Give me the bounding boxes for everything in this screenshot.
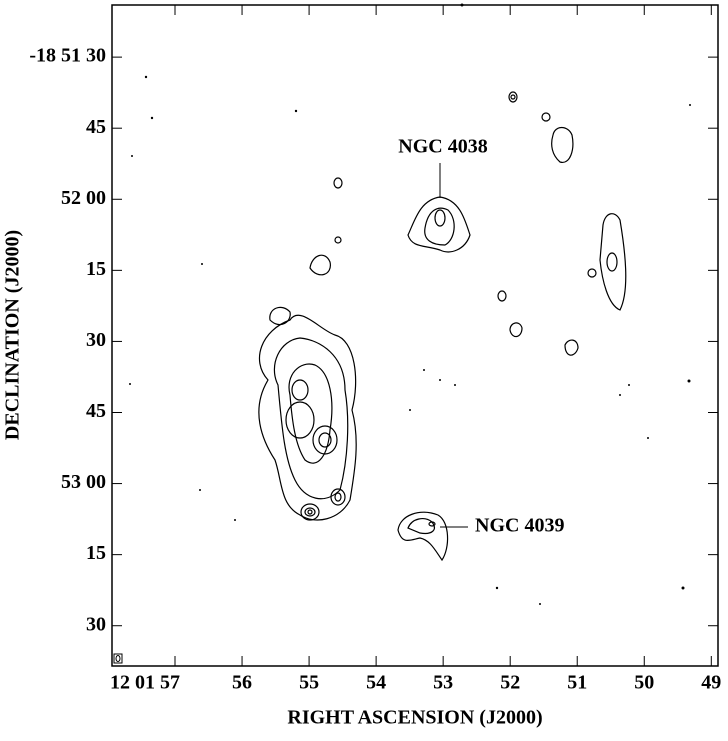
y-tick-label: 30 xyxy=(86,329,106,351)
y-tick-label: 30 xyxy=(86,613,106,635)
y-tick-label: 45 xyxy=(86,400,106,422)
y-axis-label: DECLINATION (J2000) xyxy=(2,230,24,440)
x-tick-label: 56 xyxy=(232,672,252,694)
y-tick-label: 15 xyxy=(86,542,106,564)
x-tick-label: 53 xyxy=(433,672,453,694)
noise-dots xyxy=(129,3,691,605)
y-tick-label: -18 51 30 xyxy=(29,45,106,67)
y-tick-label: 53 00 xyxy=(61,471,106,493)
x-tick-label: 49 xyxy=(701,672,721,694)
beam-box xyxy=(113,653,123,664)
x-tick-label: 50 xyxy=(634,672,654,694)
contours xyxy=(258,91,627,562)
x-tick-label: 12 01 57 xyxy=(110,672,180,694)
annotation: NGC 4039 xyxy=(475,515,564,537)
annotation: NGC 4038 xyxy=(398,136,487,158)
plot-frame xyxy=(111,4,719,667)
x-tick-label: 55 xyxy=(299,672,319,694)
y-tick-label: 45 xyxy=(86,116,106,138)
beam xyxy=(115,655,121,662)
x-axis-label: RIGHT ASCENSION (J2000) xyxy=(287,707,542,729)
x-tick-label: 52 xyxy=(500,672,520,694)
y-tick-label: 52 00 xyxy=(61,187,106,209)
y-tick-label: 15 xyxy=(86,258,106,280)
x-tick-label: 54 xyxy=(366,672,386,694)
x-tick-label: 51 xyxy=(567,672,587,694)
